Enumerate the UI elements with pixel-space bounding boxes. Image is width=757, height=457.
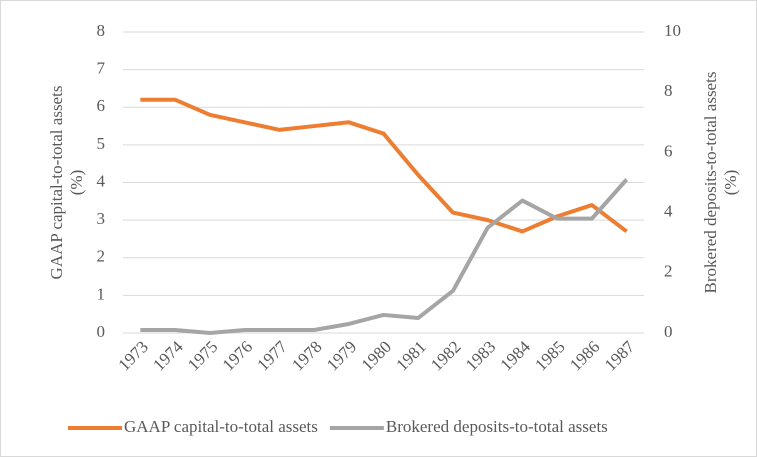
legend-label: GAAP capital-to-total assets [124,417,318,436]
y2-tick-label: 10 [664,21,681,40]
y2-axis-label: Brokered deposits-to-total assets [701,72,720,294]
y2-tick-label: 0 [664,322,673,341]
y-tick-label: 0 [97,322,106,341]
y2-axis-label: (%) [721,170,740,195]
y-axis-label: GAAP capital-to-total assets [47,86,66,280]
y2-tick-label: 2 [664,262,673,281]
y2-tick-label: 8 [664,81,673,100]
series-line [140,97,628,234]
series-line [140,178,629,335]
y2-tick-label: 4 [664,202,673,221]
y-tick-label: 7 [97,59,106,78]
y-tick-label: 6 [97,96,106,115]
legend-label: Brokered deposits-to-total assets [386,417,608,436]
y-tick-label: 1 [97,284,106,303]
y-tick-label: 8 [97,21,106,40]
y2-tick-label: 6 [664,141,673,160]
y-tick-label: 3 [97,209,106,228]
y-axis-label: (%) [67,170,86,195]
y-tick-label: 4 [97,171,106,190]
y-tick-label: 2 [97,247,106,266]
y-tick-label: 5 [97,134,106,153]
